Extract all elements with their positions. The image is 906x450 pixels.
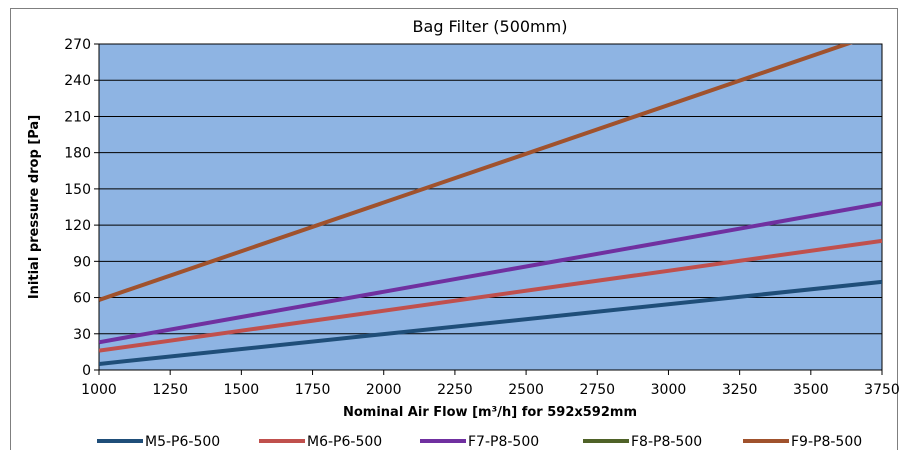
y-tick-label: 240 — [64, 73, 91, 89]
x-tick-labels: 1000 1250 1500 1750 2000 2250 2500 2750 3000 3250… — [81, 382, 900, 398]
y-tick-label: 30 — [73, 327, 91, 343]
x-tick-label: 3250 — [722, 382, 758, 398]
y-axis-label: Initial pressure drop [Pa] — [27, 115, 42, 299]
series-line — [99, 238, 882, 353]
legend-entry: F7-P8-500 — [468, 434, 539, 450]
series-line — [99, 279, 882, 366]
y-tick-label: 0 — [82, 363, 91, 379]
chart-frame — [10, 8, 898, 450]
legend: M5-P6-500 M6-P6-500 F7-P8-500 F8-P8-500 F9-P… — [97, 434, 862, 450]
y-tick-label: 210 — [64, 109, 91, 125]
chart-title: Bag Filter (500mm) — [413, 17, 568, 36]
y-tick-label: 180 — [64, 146, 91, 162]
grid-lines — [94, 43, 883, 375]
y-tick-label: 150 — [64, 182, 91, 198]
x-tick-label: 2250 — [437, 382, 473, 398]
legend-entry: M5-P6-500 — [145, 434, 220, 450]
legend-entry: M6-P6-500 — [307, 434, 382, 450]
y-tick-labels: 0 30 60 90 120 150 180 210 240 270 — [64, 37, 91, 379]
series-line — [99, 201, 882, 345]
series-line — [99, 44, 853, 302]
x-tick-label: 3750 — [864, 382, 900, 398]
x-tick-label: 2000 — [366, 382, 402, 398]
y-tick-label: 270 — [64, 37, 91, 53]
x-tick-label: 1500 — [224, 382, 260, 398]
x-tick-label: 2750 — [579, 382, 615, 398]
x-tick-label: 1250 — [152, 382, 188, 398]
x-tick-label: 3000 — [651, 382, 687, 398]
legend-entry: F8-P8-500 — [631, 434, 702, 450]
series-lines — [99, 44, 882, 366]
x-axis-label: Nominal Air Flow [m³/h] for 592x592mm — [343, 405, 637, 420]
x-tick-label: 3500 — [793, 382, 829, 398]
y-tick-label: 60 — [73, 291, 91, 307]
legend-entry: F9-P8-500 — [791, 434, 862, 450]
x-tick-label: 2500 — [508, 382, 544, 398]
y-tick-label: 90 — [73, 254, 91, 270]
x-tick-label: 1750 — [295, 382, 331, 398]
y-tick-label: 120 — [64, 218, 91, 234]
x-tick-label: 1000 — [81, 382, 117, 398]
